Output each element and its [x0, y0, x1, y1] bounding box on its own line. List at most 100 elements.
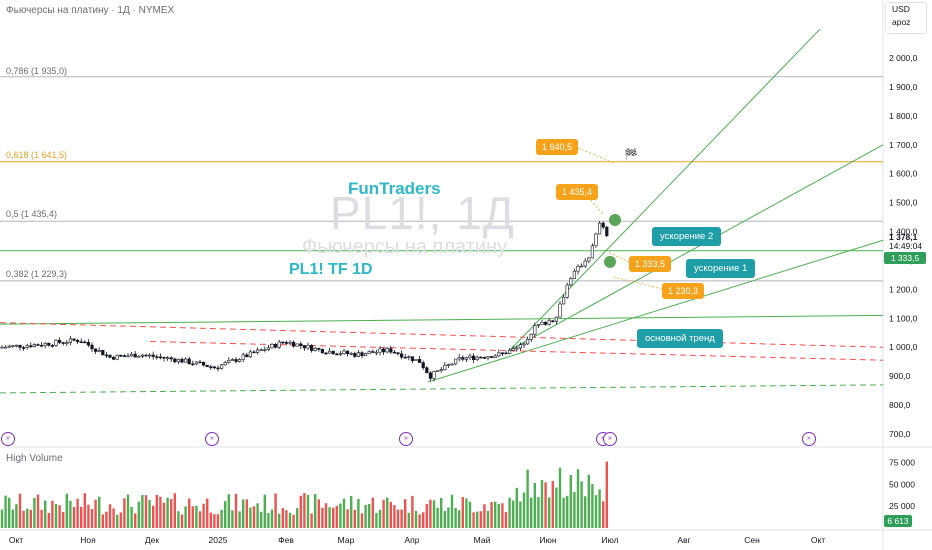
- volume-bar: [425, 504, 428, 528]
- candle-body: [79, 341, 83, 344]
- candle-body: [209, 366, 213, 369]
- candle-body: [266, 347, 271, 350]
- candle-body: [97, 349, 101, 352]
- volume-pane-title[interactable]: High Volume: [6, 453, 63, 464]
- candle-body: [230, 359, 235, 361]
- volume-bar: [94, 499, 97, 528]
- candle-body: [407, 356, 411, 358]
- brand-label[interactable]: FunTraders: [348, 179, 441, 198]
- currency-selector[interactable]: USD apoz: [885, 2, 927, 34]
- volume-bar: [29, 509, 32, 528]
- candle-body: [536, 324, 540, 326]
- candle-body: [198, 361, 202, 364]
- price-tick-label: 1 900,0: [889, 82, 918, 92]
- price-tick-label: 800,0: [889, 400, 911, 410]
- callout-main-trend[interactable]: основной тренд: [637, 329, 723, 348]
- candle-body: [104, 354, 108, 357]
- volume-bar: [371, 497, 374, 528]
- lower-channel-dashed-line: [0, 384, 884, 394]
- timeframe-label[interactable]: PL1! TF 1D: [289, 261, 373, 278]
- candle-body: [396, 352, 400, 355]
- candle-body: [166, 357, 170, 359]
- candle-body: [576, 266, 580, 272]
- volume-bar: [4, 495, 7, 528]
- candle-body: [457, 357, 461, 360]
- candle-body: [551, 320, 555, 323]
- candle-body: [202, 362, 206, 366]
- volume-bar: [468, 501, 472, 528]
- volume-bar: [36, 494, 40, 528]
- candle-body: [191, 363, 195, 366]
- volume-bar: [209, 512, 212, 528]
- candle-body: [65, 342, 69, 344]
- candle-body: [378, 348, 382, 353]
- price-tag-1333[interactable]: 1 333,5: [629, 256, 672, 272]
- volume-bar: [44, 500, 47, 528]
- resistance-dashed-line: [0, 322, 884, 348]
- volume-bar: [15, 504, 18, 528]
- volume-bar: [224, 501, 227, 528]
- volume-tick-label: 50 000: [889, 479, 915, 489]
- candle-body: [43, 342, 47, 346]
- candle-body: [0, 346, 4, 349]
- volume-bar: [479, 511, 482, 528]
- candle-body: [461, 357, 465, 360]
- volume-bar: [98, 496, 101, 528]
- volume-bar: [112, 508, 115, 528]
- callout-acceleration-2[interactable]: ускорение 2: [652, 227, 722, 246]
- volume-bar: [227, 494, 230, 528]
- volume-bar: [65, 493, 68, 528]
- candle-body: [273, 343, 278, 348]
- candle-body: [493, 355, 497, 358]
- candle-body: [479, 356, 483, 359]
- volume-bar: [206, 498, 209, 528]
- volume-bar: [486, 511, 490, 528]
- volume-bar: [450, 494, 454, 528]
- volume-bar: [490, 501, 493, 528]
- time-tick-label: Фев: [278, 535, 294, 545]
- current-price: 1 378,1: [889, 232, 918, 242]
- volume-bar: [101, 514, 104, 528]
- fib-label-05: 0,5 (1 435,4): [6, 209, 58, 219]
- time-tick-label: Мар: [338, 535, 355, 545]
- price-tag-1435[interactable]: 1 435,4: [556, 184, 599, 200]
- volume-bar: [458, 510, 461, 528]
- volume-bar: [87, 504, 90, 528]
- candle-body: [392, 351, 397, 354]
- volume-bar: [184, 506, 187, 528]
- fib-label-0382: 0,382 (1 229,3): [6, 269, 68, 279]
- candle-body: [471, 355, 476, 361]
- event-marker-icon[interactable]: »: [399, 432, 413, 446]
- volume-bar: [33, 497, 36, 528]
- volume-bar: [231, 510, 234, 528]
- volume-tick-label: 25 000: [889, 501, 915, 511]
- volume-bar: [51, 500, 54, 528]
- candle-body: [558, 303, 562, 318]
- candle-body: [184, 358, 188, 363]
- volume-bar: [72, 507, 76, 528]
- price-tick-label: 1 500,0: [889, 198, 918, 208]
- candle-body: [25, 345, 29, 348]
- candle-body: [4, 346, 8, 349]
- candle-body: [133, 353, 137, 358]
- candle-body: [425, 367, 429, 374]
- candle-body: [68, 338, 72, 343]
- volume-bar: [245, 499, 248, 528]
- event-marker-icon[interactable]: »: [603, 432, 617, 446]
- volume-bar: [339, 503, 342, 528]
- event-marker-icon[interactable]: »: [205, 432, 219, 446]
- volume-bar: [569, 475, 572, 528]
- callout-acceleration-1[interactable]: ускорение 1: [686, 259, 756, 278]
- candle-body: [255, 349, 260, 353]
- event-marker-icon[interactable]: »: [802, 432, 816, 446]
- volume-bar: [508, 497, 511, 528]
- volume-bar: [404, 499, 407, 528]
- price-tag-1230[interactable]: 1 230,3: [662, 283, 705, 299]
- price-tag-1640[interactable]: 1 640,5: [536, 139, 579, 155]
- candle-body: [108, 354, 112, 358]
- volume-bar: [162, 502, 166, 528]
- candle-body: [32, 344, 36, 348]
- candle-body: [363, 353, 368, 356]
- event-marker-icon[interactable]: »: [1, 432, 15, 446]
